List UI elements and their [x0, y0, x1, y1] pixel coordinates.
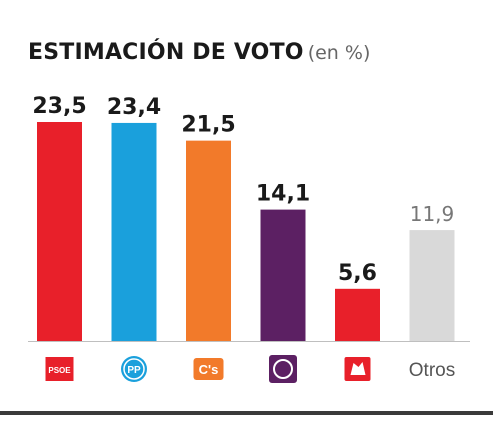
data-label: 11,9: [410, 202, 455, 226]
svg-text:C's: C's: [199, 362, 219, 377]
chart-subtitle: (en %): [307, 42, 371, 64]
podemos-logo-icon: [269, 355, 297, 383]
bottom-divider: [0, 411, 493, 415]
svg-text:PP: PP: [127, 365, 141, 376]
data-label: 23,4: [107, 95, 161, 120]
pp-logo-icon: PP: [121, 356, 147, 382]
category-label-otros: Otros: [409, 360, 455, 381]
bar-pp: [111, 122, 157, 341]
svg-text:PSOE: PSOE: [48, 366, 71, 375]
bar-podemos: [260, 209, 306, 341]
ciudadanos-logo-icon: C's: [193, 358, 224, 380]
data-label: 21,5: [181, 113, 235, 138]
chart-title: ESTIMACIÓN DE VOTO (en %): [28, 40, 370, 65]
data-label: 14,1: [256, 182, 310, 207]
bar-otros: [409, 230, 455, 341]
bar-psoe: [37, 122, 82, 341]
bar-iu: [335, 288, 380, 341]
data-label: 5,6: [338, 261, 377, 286]
psoe-logo-icon: PSOE: [45, 357, 74, 381]
chart-title-main: ESTIMACIÓN DE VOTO: [28, 40, 304, 65]
bar-cs: [186, 140, 231, 341]
iu-logo-icon: [344, 357, 371, 381]
data-label: 23,5: [32, 94, 86, 119]
